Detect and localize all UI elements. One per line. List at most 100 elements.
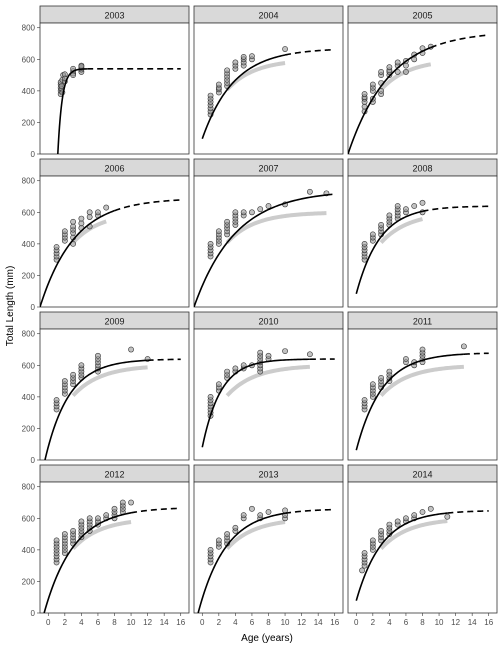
panel-marks (44, 346, 181, 460)
data-point (207, 92, 214, 99)
panel-2009: 2009 0 200 400 600 800 (22, 311, 190, 465)
data-point (58, 83, 65, 90)
panel-2010: 2010 (193, 311, 344, 461)
data-point (240, 54, 247, 60)
data-point (394, 69, 401, 75)
data-point (282, 46, 288, 52)
fitted-curve-solid (57, 68, 88, 154)
data-point (386, 64, 393, 71)
reference-growth-curve (71, 365, 148, 397)
data-point (240, 209, 247, 216)
panel-year-label: 2008 (412, 164, 432, 174)
data-point (103, 204, 110, 211)
y-tick-label: 0 (31, 150, 36, 159)
y-tick-label: 400 (22, 87, 36, 96)
panel-marks (201, 46, 335, 139)
panel-year-label: 2005 (412, 11, 432, 21)
x-axis-title: Age (years) (241, 633, 293, 644)
y-tick-label: 0 (31, 609, 36, 618)
data-point (61, 71, 68, 78)
data-point (111, 505, 118, 512)
x-tick-label: 10 (127, 618, 136, 627)
fitted-curve-solid (44, 359, 148, 460)
data-point (53, 397, 60, 403)
y-tick-label: 200 (22, 577, 36, 586)
data-point (232, 209, 239, 216)
panel-year-label: 2007 (258, 164, 278, 174)
y-tick-label: 600 (22, 514, 36, 523)
data-point (240, 512, 247, 519)
data-point (386, 521, 393, 528)
fitted-curve-dashed (447, 510, 489, 514)
data-point (207, 240, 214, 247)
x-tick-label: 14 (314, 618, 323, 627)
data-point (306, 351, 313, 358)
y-tick-label: 200 (22, 271, 36, 280)
fitted-curve-solid (43, 512, 132, 613)
data-point (95, 352, 101, 359)
panel-year-label: 2009 (104, 317, 124, 327)
data-point (361, 397, 368, 403)
panel-year-label: 2006 (104, 164, 124, 174)
data-point (70, 72, 77, 78)
data-point (386, 212, 393, 219)
x-tick-label: 12 (143, 618, 152, 627)
data-point (232, 524, 239, 531)
data-point (394, 518, 401, 525)
panel-plot-area (347, 175, 498, 308)
panel-2007: 2007 (193, 158, 344, 308)
fitted-curve-dashed (284, 508, 335, 515)
y-tick-label: 200 (22, 118, 36, 127)
fitted-curve-solid (348, 46, 432, 154)
panel-marks (201, 348, 335, 448)
panel-2004: 2004 (193, 5, 344, 155)
fitted-curve-solid (197, 512, 286, 613)
y-tick-label: 800 (22, 177, 36, 186)
panel-marks (43, 499, 181, 613)
data-point (249, 209, 255, 216)
data-point (78, 362, 85, 369)
fitted-curve-solid (194, 194, 327, 307)
y-tick-label: 0 (31, 303, 36, 312)
panel-marks (355, 199, 489, 295)
data-point (257, 349, 264, 356)
data-point (411, 512, 418, 519)
x-tick-label: 10 (435, 618, 444, 627)
x-tick-label: 2 (371, 618, 376, 627)
data-point (78, 518, 85, 525)
fitted-curve-dashed (130, 507, 181, 514)
panel-year-label: 2010 (258, 317, 278, 327)
data-point (61, 531, 68, 537)
reference-growth-curve (379, 519, 448, 550)
x-tick-label: 14 (160, 618, 169, 627)
data-point (70, 223, 77, 230)
data-point (419, 346, 426, 353)
data-point (419, 509, 426, 515)
data-point (378, 375, 385, 381)
data-point (224, 531, 231, 537)
x-tick-label: 12 (297, 618, 306, 627)
panel-2006: 2006 0 200 400 600 800 (22, 158, 190, 312)
y-tick-label: 200 (22, 424, 36, 433)
x-tick-label: 2 (217, 618, 222, 627)
data-point (70, 371, 77, 378)
panel-marks (40, 199, 181, 307)
x-tick-label: 0 (46, 618, 51, 627)
data-point (70, 528, 77, 534)
data-point (359, 567, 365, 574)
panel-2013: 2013 0 2 4 6 8 10 12 14 16 (193, 464, 344, 627)
reference-growth-curve (225, 61, 286, 91)
fitted-curve-dashed (463, 352, 489, 355)
data-point (403, 62, 409, 69)
data-point (232, 365, 239, 372)
x-tick-label: 16 (176, 618, 185, 627)
data-point (427, 505, 434, 512)
data-point (306, 188, 313, 195)
data-point (249, 505, 255, 512)
data-point (265, 509, 272, 515)
panel-marks (355, 505, 489, 601)
data-point (119, 499, 126, 506)
data-point (403, 515, 409, 522)
data-point (215, 537, 222, 544)
